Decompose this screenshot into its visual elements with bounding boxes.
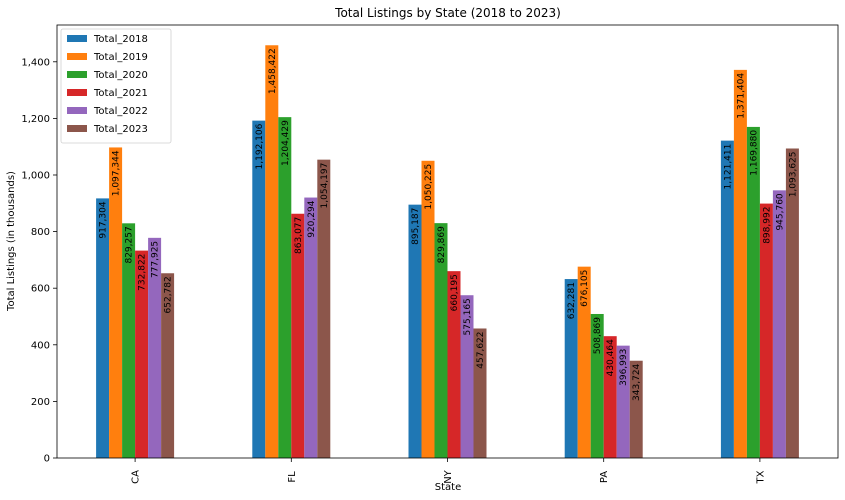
x-axis: CA FL NY PA TX: [131, 458, 766, 484]
chart-title: Total Listings by State (2018 to 2023): [334, 6, 561, 20]
y-axis: 0 200 400 600 800 1,000 1,200 1,400: [21, 57, 57, 465]
bar: [447, 271, 461, 458]
bar-data-label: 732,822: [138, 254, 148, 291]
bar-data-label: 676,105: [580, 270, 590, 307]
bar: [148, 237, 162, 458]
bar: [434, 223, 448, 458]
bar-data-label: 863,077: [294, 217, 304, 254]
bar-data-label: 632,281: [567, 282, 577, 319]
bar-data-label: 945,760: [775, 193, 785, 230]
x-tick-label: PA: [599, 471, 610, 483]
legend-swatch: [67, 53, 87, 60]
x-tick-label: NY: [443, 469, 454, 483]
x-tick-label: FL: [287, 471, 298, 483]
bar-data-label: 829,257: [125, 226, 135, 263]
bar-data-label: 1,121,411: [723, 144, 733, 190]
bar: [421, 160, 435, 458]
bar-data-label: 1,050,225: [424, 164, 434, 210]
bar: [473, 328, 487, 458]
bar-data-label: 1,204,429: [281, 120, 291, 166]
bar-data-label: 508,869: [593, 317, 603, 354]
x-axis-label: State: [435, 482, 461, 493]
bar-data-label: 898,992: [762, 207, 772, 244]
bar: [629, 360, 643, 458]
bar: [785, 148, 799, 458]
legend-swatch: [67, 35, 87, 42]
bar: [122, 223, 136, 458]
bar: [746, 126, 760, 458]
legend-frame: [60, 28, 172, 144]
bar-data-label: 829,869: [437, 226, 447, 263]
legend-swatch: [67, 125, 87, 132]
y-tick-label: 600: [31, 284, 50, 295]
bar: [564, 279, 578, 458]
legend-entry: Total_2019: [93, 52, 148, 63]
legend-swatch: [67, 107, 87, 114]
bar: [590, 313, 604, 458]
bar: [161, 273, 175, 458]
bar-data-label: 396,993: [619, 349, 629, 386]
bar-data-label: 1,097,344: [112, 150, 122, 196]
bar-data-label: 917,304: [99, 201, 109, 238]
bar: [317, 159, 331, 458]
y-axis-label: Total Listings (in thousands): [6, 171, 17, 312]
bar: [304, 197, 318, 458]
y-tick-label: 200: [31, 397, 50, 408]
bar-data-label: 343,724: [632, 363, 642, 400]
bar: [265, 45, 279, 458]
bar-data-label: 1,169,880: [749, 130, 759, 176]
x-tick-label: CA: [131, 470, 142, 484]
y-tick-label: 0: [44, 454, 50, 465]
legend-entry: Total_2023: [93, 124, 148, 135]
y-tick-label: 1,400: [21, 57, 50, 68]
y-tick-label: 400: [31, 340, 50, 351]
bar-data-label: 1,093,625: [788, 151, 798, 197]
bar-data-label: 895,187: [411, 208, 421, 245]
bar-data-label: 575,165: [463, 298, 473, 335]
legend-swatch: [67, 71, 87, 78]
legend-entry: Total_2018: [93, 34, 148, 45]
legend-entry: Total_2020: [93, 70, 148, 81]
bar-data-label: 777,925: [151, 241, 161, 278]
y-tick-label: 1,200: [21, 114, 50, 125]
bar: [291, 213, 305, 458]
bar: [759, 203, 773, 458]
legend-swatch: [67, 89, 87, 96]
bar-data-label: 1,458,422: [268, 48, 278, 94]
bar: [408, 204, 422, 458]
y-tick-label: 800: [31, 227, 50, 238]
bar-data-label: 920,294: [307, 200, 317, 237]
bar: [252, 120, 266, 458]
bar-data-label: 660,195: [450, 274, 460, 311]
bar-data-label: 457,622: [476, 331, 486, 368]
legend-entry: Total_2022: [93, 106, 148, 117]
legend-entry: Total_2021: [93, 88, 148, 99]
bar: [720, 140, 734, 458]
bar-data-label: 1,371,404: [736, 73, 746, 119]
bar-data-label: 1,192,106: [255, 123, 265, 169]
bar: [577, 266, 591, 458]
bar: [109, 147, 123, 459]
x-tick-label: TX: [755, 470, 766, 484]
bar: [96, 198, 110, 458]
bar: [135, 250, 149, 458]
bar: [278, 117, 292, 458]
bar-data-label: 430,464: [606, 339, 616, 376]
bar: [616, 345, 630, 458]
bar-data-label: 1,054,197: [320, 163, 330, 209]
bar: [733, 69, 747, 459]
y-tick-label: 1,000: [21, 170, 50, 181]
bar: [772, 190, 786, 458]
legend: Total_2018 Total_2019 Total_2020 Total_2021…: [60, 28, 172, 144]
bar: [460, 295, 474, 458]
bar-data-label: 652,782: [164, 276, 174, 313]
bar: [603, 336, 617, 458]
